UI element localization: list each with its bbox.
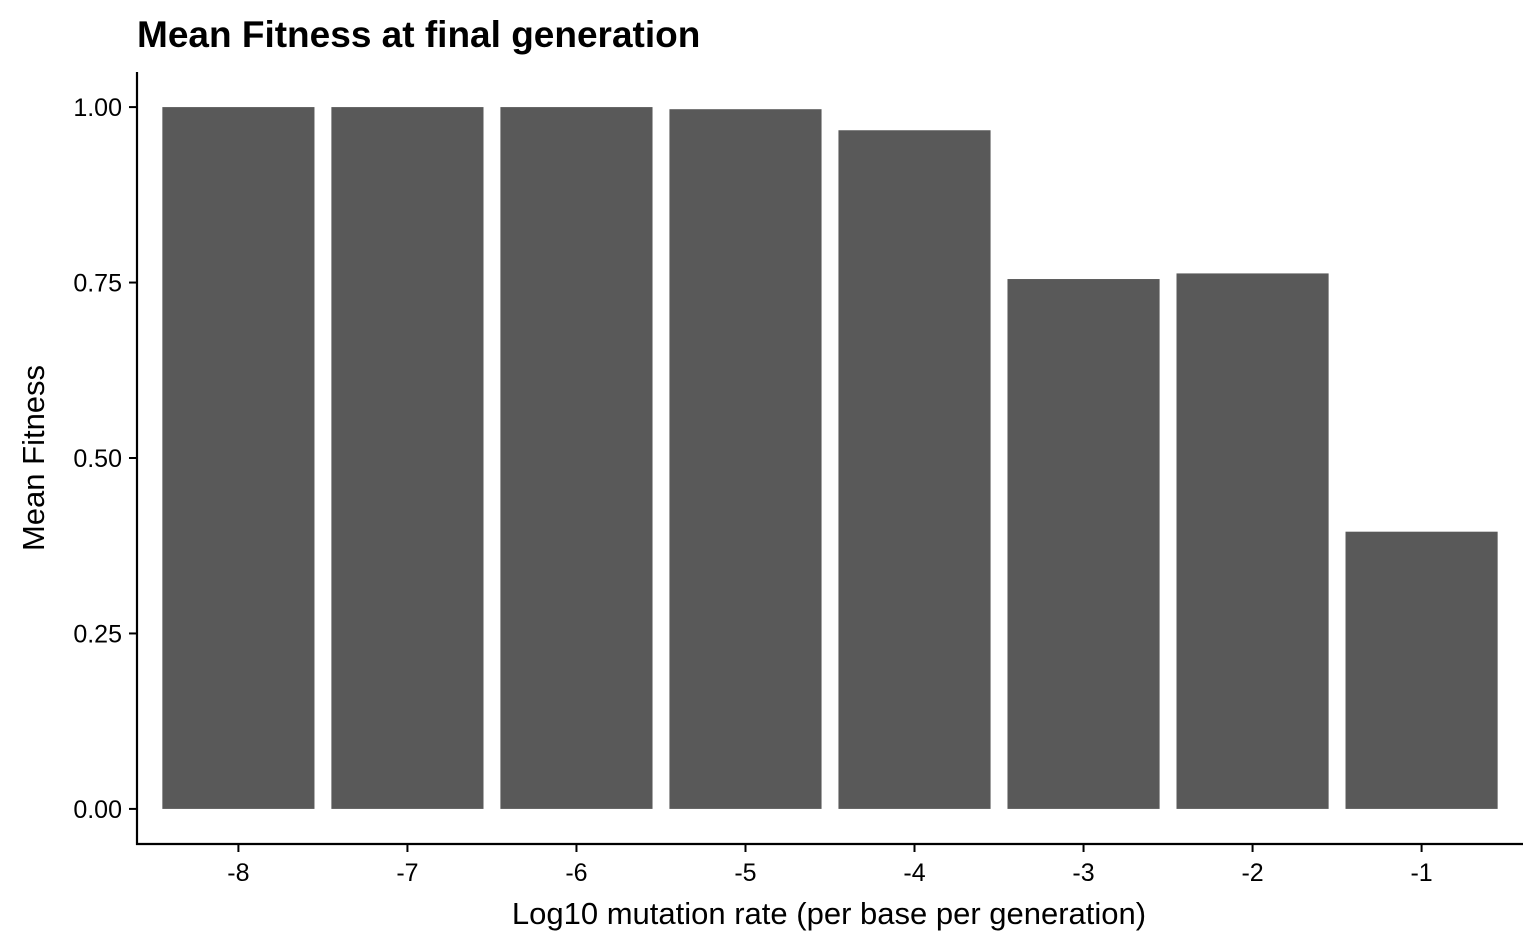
x-tick-label: -7 (396, 859, 418, 887)
bar--1 (1345, 531, 1498, 809)
x-tick-label: -5 (734, 859, 756, 887)
x-tick-label: -1 (1410, 859, 1432, 887)
x-tick-label: -8 (227, 859, 249, 887)
y-tick-label: 0.25 (73, 620, 122, 648)
bar--4 (838, 130, 991, 809)
bar--8 (162, 107, 315, 809)
x-tick-label: -3 (1072, 859, 1094, 887)
x-tick-label: -4 (903, 859, 925, 887)
y-tick-label: 0.75 (73, 270, 122, 298)
y-axis-ticks: 0.00 0.25 0.50 0.75 1.00 (73, 94, 137, 824)
y-tick-label: 0.00 (73, 796, 122, 824)
x-axis-ticks: -8 -7 -6 -5 -4 -3 -2 -1 (227, 844, 1433, 887)
y-axis-title: Mean Fitness (16, 365, 51, 551)
y-tick-label: 0.50 (73, 445, 122, 473)
bar--6 (500, 107, 653, 809)
bars-layer (162, 107, 1498, 809)
x-tick-label: -6 (565, 859, 587, 887)
bar--5 (669, 109, 822, 809)
bar--2 (1176, 273, 1329, 809)
x-tick-label: -2 (1241, 859, 1263, 887)
bar--7 (331, 107, 484, 809)
x-axis-title: Log10 mutation rate (per base per genera… (512, 896, 1146, 931)
chart-title: Mean Fitness at final generation (137, 14, 700, 55)
y-tick-label: 1.00 (73, 94, 122, 122)
bar--3 (1007, 279, 1160, 809)
